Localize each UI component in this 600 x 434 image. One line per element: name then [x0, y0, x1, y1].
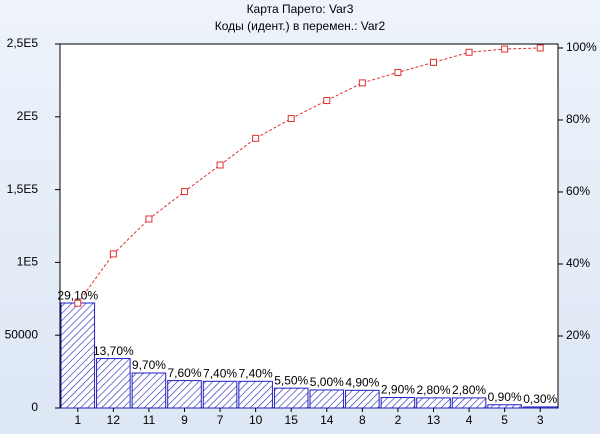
point-marker: [536, 44, 544, 52]
bar: [522, 406, 558, 409]
y2-tick-label: 100%: [566, 40, 597, 54]
bar: [202, 380, 238, 409]
point-marker: [145, 215, 153, 223]
x-tick-label: 4: [466, 413, 473, 427]
data-label: 7,40%: [203, 367, 237, 381]
point-marker: [216, 161, 224, 169]
x-tick-label: 7: [217, 413, 224, 427]
y-tick-label: 1,5E5: [7, 182, 39, 196]
data-label: 7,40%: [239, 367, 273, 381]
x-tick-label: 8: [359, 413, 366, 427]
bar: [380, 397, 416, 409]
plot-area: [59, 43, 559, 409]
bar: [96, 358, 131, 409]
y-tick-label: 0: [31, 400, 38, 414]
bar: [167, 380, 202, 409]
x-tick-label: 12: [107, 413, 121, 427]
x-tick-label: 10: [249, 413, 263, 427]
point-marker: [358, 79, 366, 87]
data-label: 0,90%: [488, 390, 522, 404]
x-tick-label: 14: [320, 413, 334, 427]
x-tick-label: 15: [285, 413, 299, 427]
y-tick-label: 2,5E5: [7, 36, 39, 50]
point-marker: [74, 299, 82, 307]
point-marker: [252, 134, 260, 142]
point-marker: [430, 58, 437, 66]
data-label: 2,80%: [416, 383, 450, 397]
x-tick-label: 2: [395, 413, 402, 427]
data-label: 13,70%: [93, 344, 134, 358]
bar: [60, 302, 96, 409]
y-tick-label: 1E5: [17, 255, 39, 269]
y-tick-label: 50000: [5, 327, 39, 341]
x-tick-label: 13: [427, 413, 441, 427]
cumulative-line: [77, 47, 541, 304]
x-tick-label: 5: [501, 413, 508, 427]
x-tick-label: 3: [537, 413, 544, 427]
data-label: 5,50%: [274, 373, 308, 387]
y2-tick-label: 20%: [566, 328, 590, 342]
data-label: 29,10%: [57, 288, 98, 302]
data-label: 2,90%: [381, 383, 415, 397]
y2-tick-label: 40%: [566, 256, 590, 270]
point-marker: [465, 48, 473, 56]
x-tick-label: 9: [181, 413, 188, 427]
bar: [273, 387, 309, 409]
bar: [309, 389, 345, 409]
y2-tick-label: 80%: [566, 112, 590, 126]
data-label: 7,60%: [167, 366, 201, 380]
bar: [487, 404, 522, 409]
point-marker: [501, 45, 509, 53]
point-marker: [181, 188, 188, 196]
y-tick-label: 2E5: [17, 109, 39, 123]
x-tick-label: 1: [74, 413, 81, 427]
chart-subtitle: Коды (идент.) в перемен.: Var2: [215, 19, 386, 33]
bar: [238, 380, 273, 409]
data-label: 0,30%: [523, 392, 557, 406]
bar: [451, 397, 487, 409]
point-marker: [323, 97, 331, 105]
data-label: 9,70%: [132, 358, 166, 372]
x-tick-label: 11: [143, 413, 156, 427]
data-label: 5,00%: [310, 375, 344, 389]
point-marker: [109, 250, 117, 258]
bar: [131, 372, 167, 409]
data-label: 4,90%: [345, 376, 379, 390]
bar: [345, 389, 380, 409]
point-marker: [287, 115, 295, 123]
bar: [416, 397, 451, 409]
y2-tick-label: 60%: [566, 184, 590, 198]
data-label: 2,80%: [452, 383, 486, 397]
chart-title: Карта Парето: Var3: [247, 2, 354, 16]
point-marker: [394, 68, 402, 76]
